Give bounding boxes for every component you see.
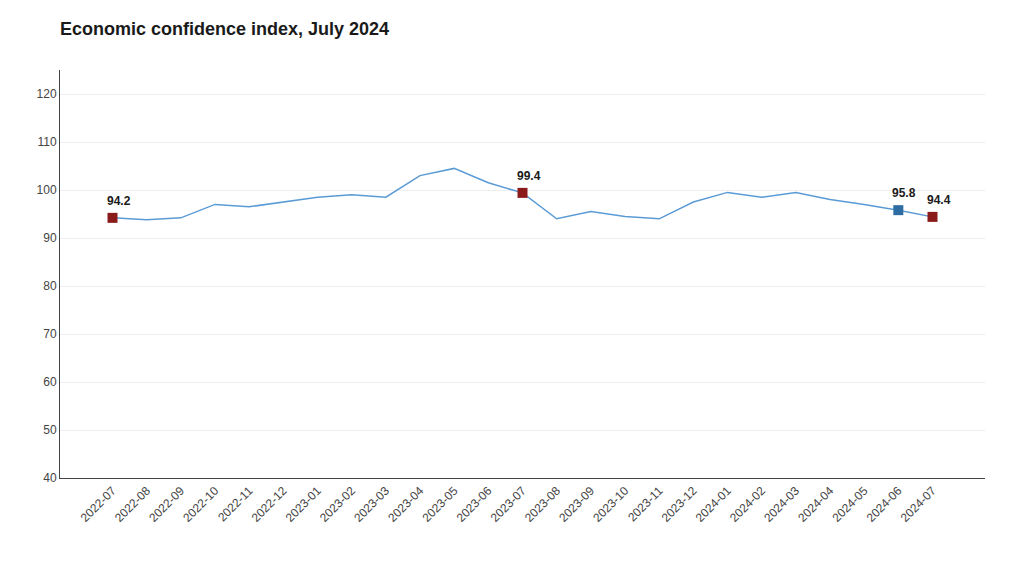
svg-text:2022-07: 2022-07 — [78, 484, 119, 525]
svg-text:2023-07: 2023-07 — [488, 484, 529, 525]
svg-text:2023-04: 2023-04 — [385, 484, 426, 525]
svg-text:2023-09: 2023-09 — [556, 484, 597, 525]
svg-text:2022-10: 2022-10 — [180, 484, 221, 525]
svg-text:95.8: 95.8 — [892, 186, 916, 200]
svg-text:94.4: 94.4 — [927, 193, 951, 207]
svg-text:2023-10: 2023-10 — [590, 484, 631, 525]
svg-text:120: 120 — [37, 87, 57, 101]
svg-text:80: 80 — [43, 279, 57, 293]
svg-text:90: 90 — [43, 231, 57, 245]
svg-text:2023-11: 2023-11 — [625, 484, 666, 525]
svg-text:2022-11: 2022-11 — [215, 484, 256, 525]
svg-text:2023-05: 2023-05 — [419, 484, 460, 525]
svg-text:2022-12: 2022-12 — [249, 484, 290, 525]
svg-text:2022-09: 2022-09 — [146, 484, 187, 525]
svg-text:2024-02: 2024-02 — [727, 484, 768, 525]
svg-text:2024-06: 2024-06 — [864, 484, 905, 525]
svg-text:2024-01: 2024-01 — [693, 484, 734, 525]
svg-text:Economic confidence index, Jul: Economic confidence index, July 2024 — [60, 19, 389, 39]
svg-text:2023-08: 2023-08 — [522, 484, 563, 525]
svg-text:99.4: 99.4 — [517, 169, 541, 183]
svg-text:60: 60 — [43, 375, 57, 389]
svg-text:100: 100 — [37, 183, 57, 197]
svg-text:2024-07: 2024-07 — [898, 484, 939, 525]
svg-text:2023-01: 2023-01 — [283, 484, 324, 525]
svg-text:110: 110 — [37, 135, 56, 149]
svg-text:2023-06: 2023-06 — [454, 484, 495, 525]
svg-text:2023-02: 2023-02 — [317, 484, 358, 525]
svg-text:70: 70 — [43, 327, 57, 341]
svg-text:2023-12: 2023-12 — [659, 484, 700, 525]
svg-text:2022-08: 2022-08 — [112, 484, 153, 525]
svg-text:2024-04: 2024-04 — [795, 484, 836, 525]
svg-text:2024-03: 2024-03 — [761, 484, 802, 525]
svg-text:40: 40 — [43, 471, 57, 485]
svg-text:50: 50 — [43, 423, 57, 437]
svg-text:2024-05: 2024-05 — [829, 484, 870, 525]
svg-text:94.2: 94.2 — [107, 194, 131, 208]
svg-text:2023-03: 2023-03 — [351, 484, 392, 525]
